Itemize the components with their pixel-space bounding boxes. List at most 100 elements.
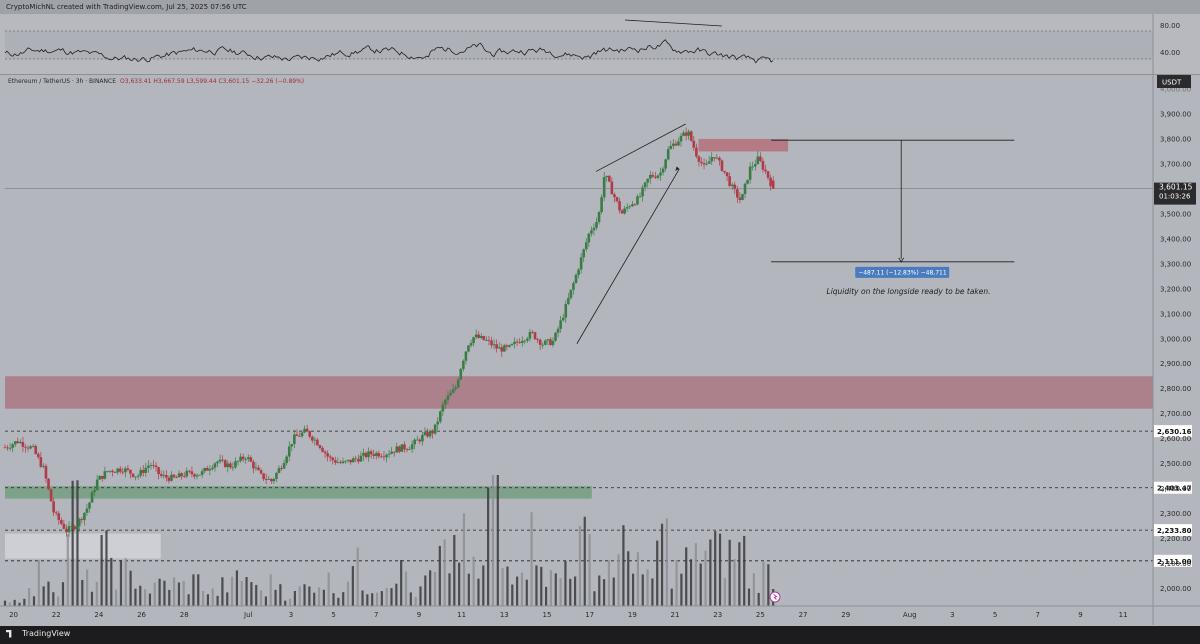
candle-body <box>543 340 547 345</box>
candle-body <box>577 269 580 275</box>
volume-bar <box>158 578 161 606</box>
candle-body <box>648 174 652 179</box>
key-level-label-0: 2,630.16 <box>1157 428 1192 436</box>
candle-body <box>510 343 514 346</box>
volume-bar <box>284 600 287 606</box>
candle-body <box>131 473 135 477</box>
candle-body <box>748 166 752 180</box>
candle-body <box>98 476 102 480</box>
candle-body <box>533 332 537 340</box>
bar-countdown-label: 01:03:26 <box>1159 193 1191 201</box>
volume-bar <box>23 598 26 606</box>
volume-bar <box>511 584 514 606</box>
candle-body <box>305 428 309 432</box>
candle-body <box>405 449 409 451</box>
candle-body <box>538 339 542 345</box>
volume-bar <box>129 570 132 606</box>
volume-bar <box>429 570 432 606</box>
candle-body <box>549 339 552 345</box>
volume-bar <box>95 581 98 606</box>
candle-body <box>75 526 78 530</box>
volume-bar <box>496 475 499 606</box>
price-pane[interactable]: 2,630.16 2,403.47 2,233.80 2,111.00 Ethereu… <box>0 75 1200 625</box>
volume-bar <box>728 539 731 606</box>
time-tick: 9 <box>1078 611 1082 619</box>
candle-body <box>218 459 222 462</box>
candle-body <box>144 467 148 473</box>
attribution-text: CryptoMichNL created with TradingView.co… <box>6 3 247 11</box>
volume-bar <box>718 533 722 606</box>
volume-bar <box>337 597 340 606</box>
candle-body <box>692 140 696 148</box>
volume-bar <box>356 547 359 606</box>
candle-body <box>275 472 278 479</box>
alert-icon[interactable] <box>769 591 781 603</box>
candle-body <box>362 452 365 456</box>
candle-body <box>446 395 450 400</box>
candle-body <box>482 336 486 341</box>
rsi-line <box>4 39 774 64</box>
candle-body <box>677 141 680 146</box>
tradingview-brand[interactable]: TradingView <box>6 629 70 638</box>
volume-bar <box>651 578 654 606</box>
volume-bar <box>100 534 103 606</box>
candle-body <box>520 340 524 343</box>
candle-body <box>303 428 306 433</box>
candle-body <box>282 463 286 469</box>
volume-bar <box>656 540 659 606</box>
candle-body <box>93 489 96 493</box>
time-tick: 7 <box>374 611 378 619</box>
candle-body <box>712 157 716 159</box>
time-tick: 21 <box>671 611 680 619</box>
candle-body <box>508 345 511 347</box>
time-tick: 3 <box>289 611 293 619</box>
volume-bar <box>414 596 417 606</box>
rsi-pane[interactable]: 80.00 40.00 <box>0 14 1200 75</box>
candle-body <box>398 446 401 452</box>
candle-body <box>257 467 260 471</box>
key-level-tag-1 <box>1154 481 1192 494</box>
candle-body <box>180 473 183 477</box>
volume-bar <box>240 580 243 606</box>
candle-body <box>328 456 332 458</box>
currency-badge[interactable] <box>1157 75 1191 88</box>
candle-body <box>590 230 593 234</box>
price-tick: 3,000.00 <box>1160 335 1191 343</box>
measure-label: −487.11 (−12.83%) −48,711 <box>855 266 950 278</box>
candle-body <box>221 459 224 461</box>
volume-bar <box>467 573 470 606</box>
candle-body <box>503 345 506 352</box>
candle-body <box>459 368 463 380</box>
price-axis[interactable]: 2,000.00 2,100.00 2,200.00 2,300.00 2,400.00… <box>1160 86 1191 594</box>
candle-body <box>592 227 596 231</box>
candle-body <box>451 389 455 393</box>
candle-body <box>31 446 35 447</box>
time-axis[interactable]: 20 22 24 26 28 Jul 3 5 7 9 11 13 15 17 19 21 23 25 27 29 Aug… <box>9 611 1128 619</box>
candle-body <box>715 157 719 159</box>
candle-body <box>121 471 125 473</box>
candle-body <box>741 194 744 201</box>
candle-body <box>474 334 478 338</box>
candle-body <box>559 320 562 329</box>
candle-body <box>618 201 621 211</box>
volume-bar <box>57 596 60 606</box>
candle-body <box>236 460 240 462</box>
candle-body <box>154 465 158 468</box>
candle-body <box>431 430 434 434</box>
price-tick: 3,900.00 <box>1160 110 1191 118</box>
candle-body <box>11 444 14 448</box>
candle-body <box>213 463 217 468</box>
candle-body <box>587 233 591 243</box>
candle-body <box>613 194 616 198</box>
candle-body <box>47 478 50 490</box>
candle-body <box>436 421 440 425</box>
volume-bar <box>317 587 321 606</box>
time-tick: 17 <box>585 611 594 619</box>
volume-bar <box>462 513 466 606</box>
key-levels-layer: 2,630.16 2,403.47 2,233.80 2,111.00 <box>5 425 1192 567</box>
volume-bar <box>259 590 263 606</box>
volume-bar <box>293 590 296 606</box>
candle-body <box>57 513 61 521</box>
candle-body <box>208 469 212 471</box>
